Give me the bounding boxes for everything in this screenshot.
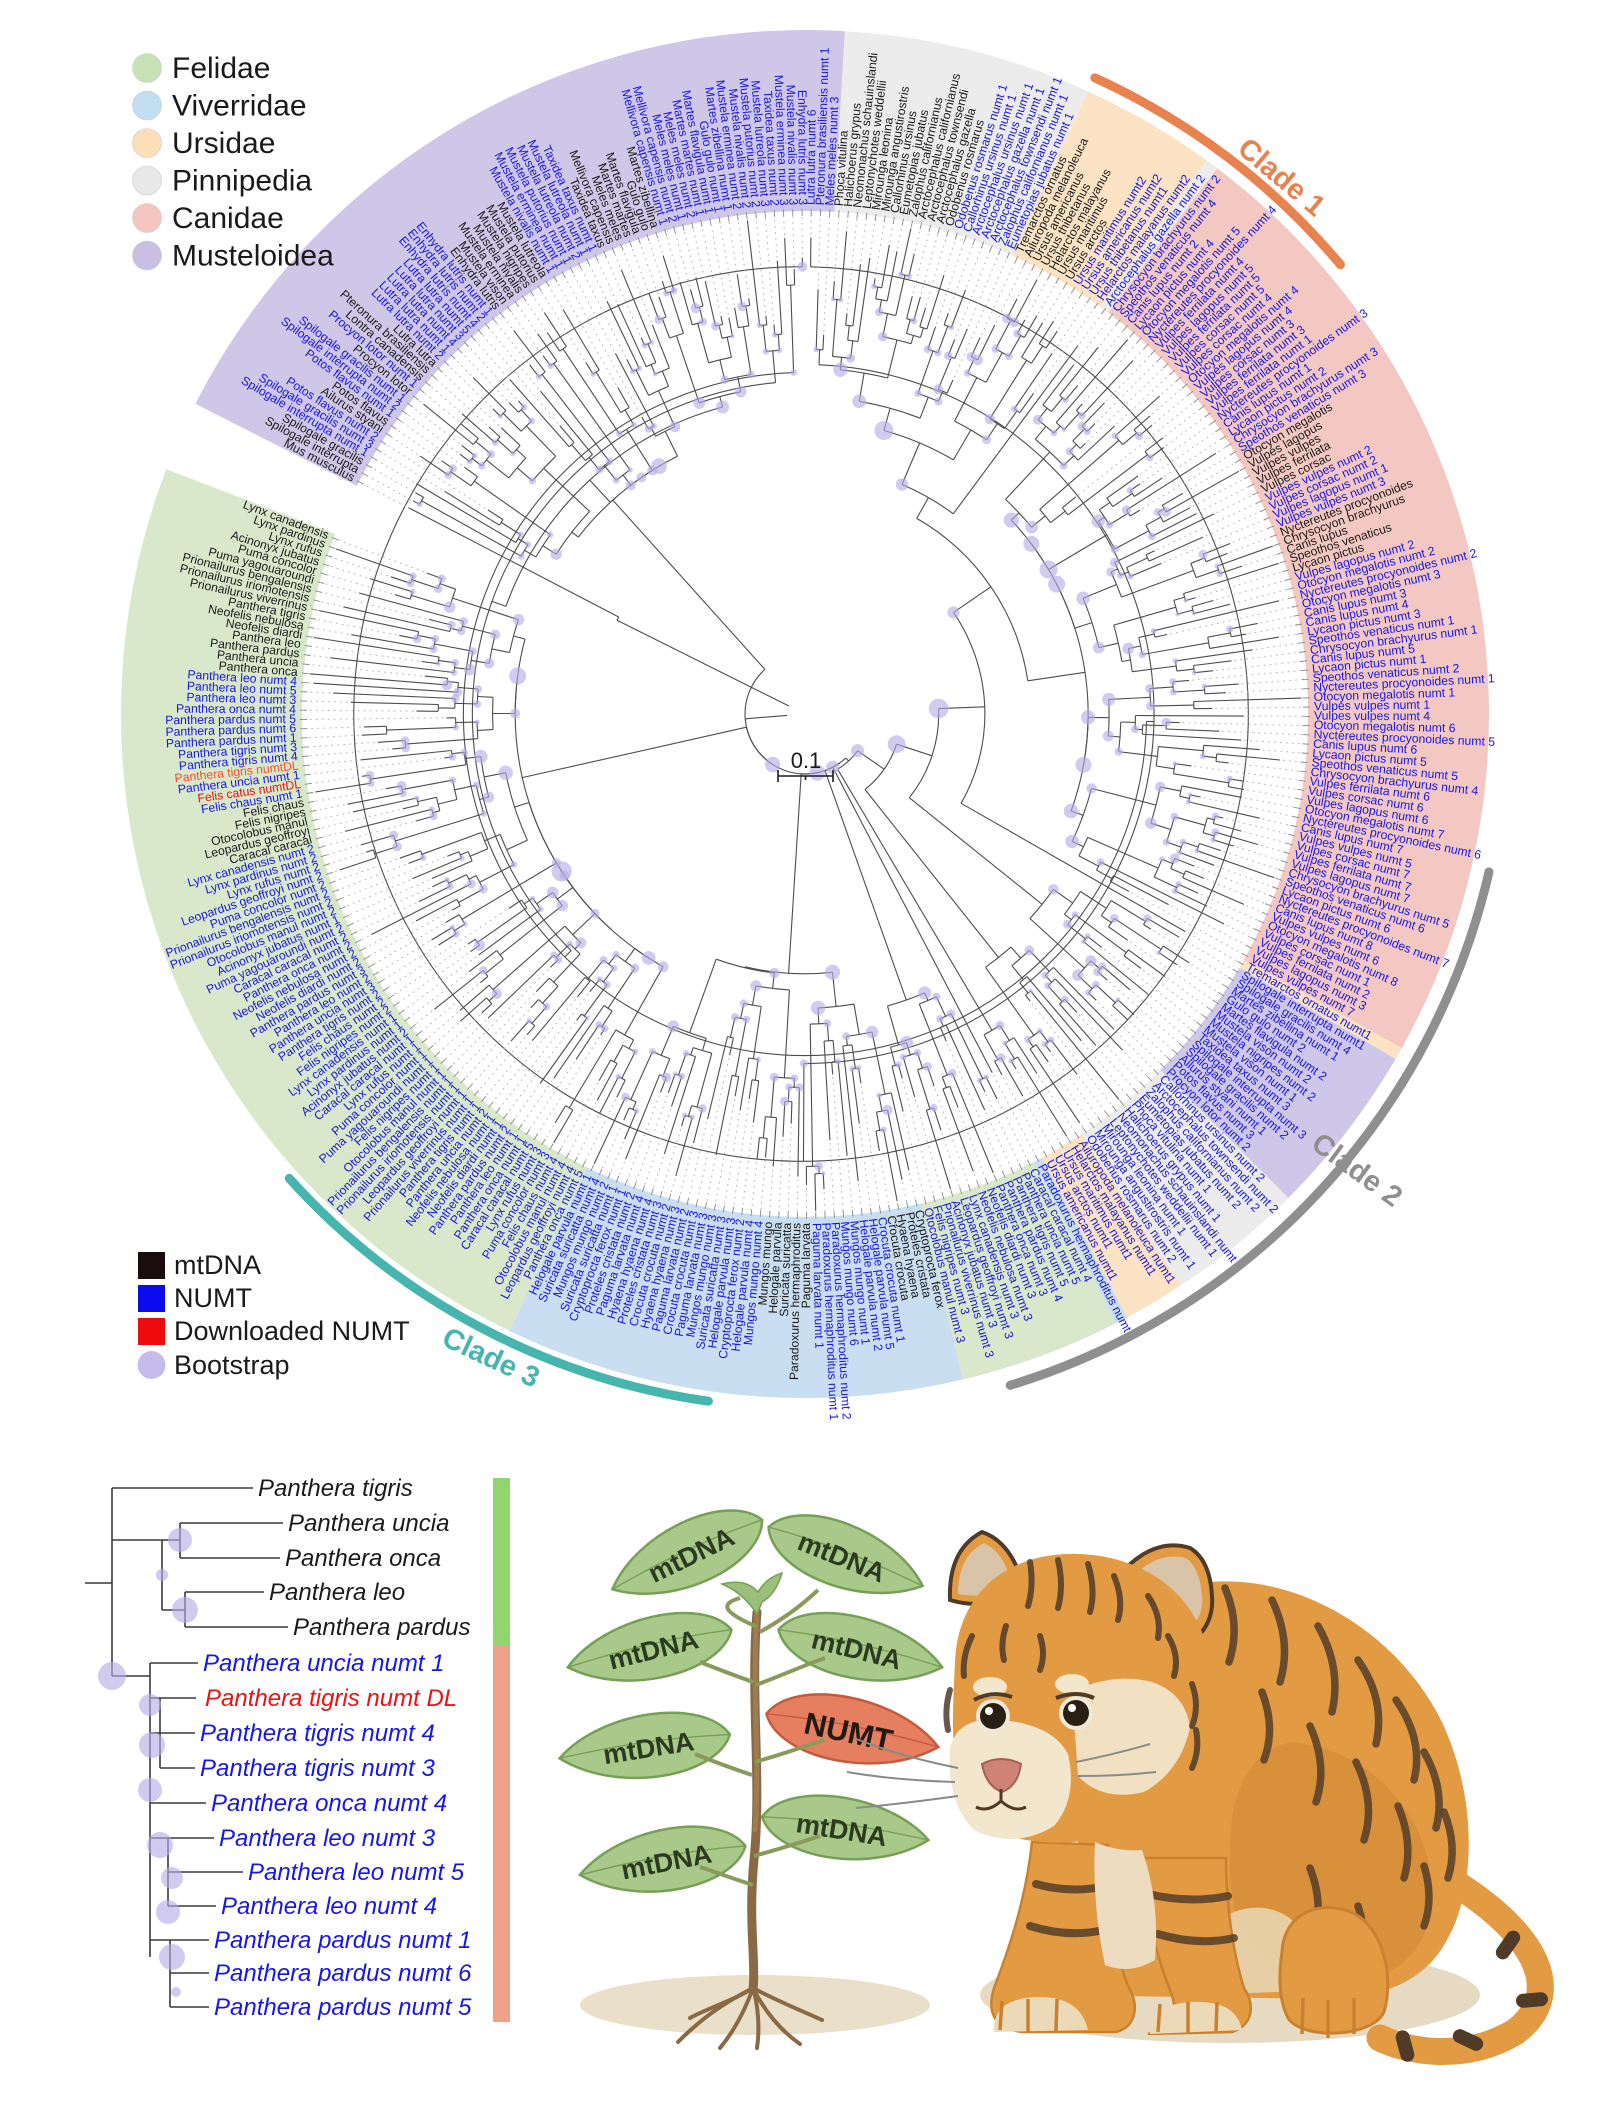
svg-text:Panthera onca numt 4: Panthera onca numt 4 [211,1790,447,1817]
svg-text:Felidae: Felidae [172,52,270,85]
svg-text:Panthera tigris: Panthera tigris [258,1475,413,1502]
svg-text:Musteloidea: Musteloidea [172,240,334,273]
svg-text:Panthera onca: Panthera onca [218,659,298,679]
svg-text:Helogale parvula: Helogale parvula [766,1222,785,1314]
svg-text:Panthera onca numt 4: Panthera onca numt 4 [176,702,296,717]
svg-text:Otocyon megalotis numt 6: Otocyon megalotis numt 6 [1314,718,1456,735]
svg-text:Canis lupus numt 6: Canis lupus numt 6 [1313,737,1418,757]
svg-text:Panthera onca: Panthera onca [285,1545,441,1572]
svg-text:Bootstrap: Bootstrap [174,1350,290,1380]
svg-text:Mustela nivalis numt 3: Mustela nivalis numt 3 [783,84,800,205]
svg-text:Panthera uncia numt 1: Panthera uncia numt 1 [203,1650,445,1677]
svg-text:Panthera leo numt 5: Panthera leo numt 5 [248,1859,465,1886]
svg-text:Pinnipedia: Pinnipedia [172,165,312,198]
svg-text:Panthera pardus numt 1: Panthera pardus numt 1 [166,731,297,751]
svg-text:Panthera pardus numt 1: Panthera pardus numt 1 [214,1927,472,1954]
svg-text:Pteronura brasiliensis numt 1: Pteronura brasiliensis numt 1 [813,47,832,205]
svg-text:Lutra lutra numt 6: Lutra lutra numt 6 [804,109,819,205]
svg-text:Panthera tigris numt DL: Panthera tigris numt DL [205,1685,457,1712]
svg-text:Otocyon megalotis numt 1: Otocyon megalotis numt 1 [1313,685,1455,703]
svg-text:Paradoxurus hermaphroditus: Paradoxurus hermaphroditus [787,1223,803,1380]
svg-text:Panthera tigris numt 3: Panthera tigris numt 3 [200,1755,435,1782]
svg-text:Panthera pardus numt 6: Panthera pardus numt 6 [214,1960,472,1987]
svg-text:Canidae: Canidae [172,202,284,235]
svg-text:Panthera leo numt 3: Panthera leo numt 3 [219,1825,436,1852]
svg-text:Vulpes vulpes numt 4: Vulpes vulpes numt 4 [1314,709,1430,724]
svg-text:Viverridae: Viverridae [172,90,307,123]
svg-text:Meles meles numt 3: Meles meles numt 3 [822,96,841,206]
svg-text:Mungos mungo: Mungos mungo [756,1221,776,1306]
svg-text:Panthera leo numt 4: Panthera leo numt 4 [221,1893,437,1920]
svg-text:Paguma larvata numt 1: Paguma larvata numt 1 [810,1223,827,1349]
svg-text:Downloaded NUMT: Downloaded NUMT [174,1316,410,1346]
svg-text:0.1: 0.1 [791,748,822,773]
svg-text:Phoca vitulina: Phoca vitulina [832,130,851,207]
svg-text:Panthera leo numt 5: Panthera leo numt 5 [187,679,297,698]
svg-text:Panthera pardus numt 5: Panthera pardus numt 5 [165,712,296,727]
svg-text:Ursidae: Ursidae [172,127,275,160]
svg-text:Panthera leo: Panthera leo [269,1579,405,1606]
svg-text:NUMT: NUMT [174,1283,252,1313]
svg-text:Panthera leo numt 4: Panthera leo numt 4 [187,667,298,688]
svg-text:Panthera pardus numt 5: Panthera pardus numt 5 [214,1994,472,2021]
svg-text:Suricata suricatta: Suricata suricatta [777,1222,794,1317]
svg-text:mtDNA: mtDNA [174,1250,261,1280]
svg-text:Paguma larvata: Paguma larvata [799,1223,813,1309]
svg-text:Panthera pardus numt 6: Panthera pardus numt 6 [165,721,296,739]
svg-text:Panthera pardus: Panthera pardus [293,1614,470,1641]
svg-text:Panthera uncia: Panthera uncia [288,1510,449,1537]
svg-text:Panthera tigris numt 4: Panthera tigris numt 4 [200,1720,435,1747]
svg-text:Panthera leo numt 3: Panthera leo numt 3 [186,690,296,707]
svg-text:Mustela erminea numt 3: Mustela erminea numt 3 [772,75,791,206]
svg-text:Vulpes vulpes numt 1: Vulpes vulpes numt 1 [1314,698,1430,714]
svg-text:Enhydra lutris numt 3: Enhydra lutris numt 3 [795,90,810,205]
